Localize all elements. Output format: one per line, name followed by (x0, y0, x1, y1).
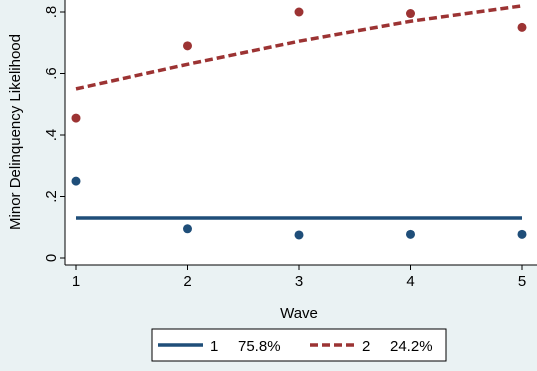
series-2-point (294, 7, 304, 17)
series-1-point (183, 224, 192, 234)
series-2-point (517, 22, 527, 32)
series-2-point (71, 113, 81, 123)
legend-label-2: 2 (362, 338, 370, 355)
x-tick-label: 4 (406, 273, 414, 290)
y-axis-title: Minor Delinquency Likelihood (7, 34, 24, 230)
legend-share-2: 24.2% (390, 338, 433, 355)
y-tick-label: .8 (43, 6, 60, 19)
y-tick-label: .4 (43, 129, 60, 142)
x-tick-label: 5 (518, 273, 526, 290)
series-2-fitted-line (75, 4, 523, 91)
x-tick-label: 3 (295, 273, 303, 290)
y-tick-label: .2 (43, 190, 60, 203)
axis-layer: 0 .2 .4 .6 .8 1 2 3 4 5 (43, 0, 537, 290)
legend-label-1: 1 (210, 338, 218, 355)
x-tick-label: 1 (72, 273, 80, 290)
series-layer (71, 4, 527, 240)
legend: 1 75.8% 2 24.2% (151, 328, 447, 362)
plot-area (65, 0, 537, 265)
y-tick-label: 0 (43, 254, 60, 262)
series-1-point (71, 176, 81, 186)
series-2-point (183, 41, 192, 51)
series-1-point (406, 229, 415, 239)
x-axis-title: Wave (280, 305, 318, 322)
series-1-point (517, 229, 527, 239)
series-2-point (406, 9, 415, 19)
x-tick-label: 2 (183, 273, 191, 290)
series-1-point (294, 230, 304, 240)
legend-share-1: 75.8% (238, 338, 281, 355)
y-tick-label: .6 (43, 67, 60, 80)
